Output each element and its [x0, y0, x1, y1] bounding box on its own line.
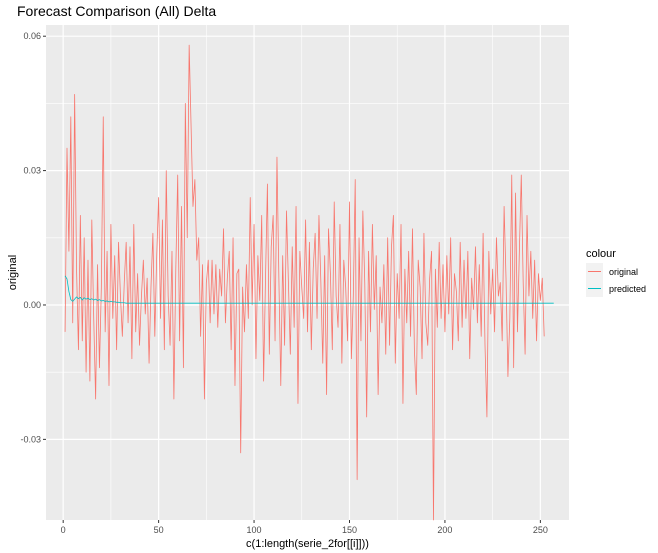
legend-label: original — [609, 267, 638, 277]
y-tick-label: 0.00 — [23, 300, 41, 310]
y-tick-labels: -0.03 0.00 0.03 0.06 — [20, 31, 41, 444]
x-tick-label: 50 — [154, 525, 164, 535]
x-tick-label: 0 — [61, 525, 66, 535]
y-tick-label: -0.03 — [20, 434, 41, 444]
legend-label: predicted — [609, 284, 646, 294]
x-axis-title: c(1:length(serie_2for[[i]])) — [246, 538, 369, 550]
x-tick-label: 150 — [342, 525, 357, 535]
y-tick-label: 0.03 — [23, 166, 41, 176]
y-tick-label: 0.06 — [23, 31, 41, 41]
series-line-original — [64, 44, 545, 521]
x-tick-labels: 0 50 100 150 200 250 — [61, 525, 548, 535]
minor-gridlines — [46, 25, 569, 520]
x-tick-label: 200 — [437, 525, 452, 535]
series-line-predicted — [64, 275, 554, 304]
series-layer — [64, 44, 554, 521]
major-gridlines — [46, 25, 569, 520]
chart-title: Forecast Comparison (All) Delta — [17, 3, 217, 19]
legend: colour original predicted — [586, 248, 646, 297]
x-tick-label: 250 — [533, 525, 548, 535]
y-axis-title: original — [7, 255, 19, 290]
axis-ticks — [43, 35, 541, 523]
x-tick-label: 100 — [247, 525, 262, 535]
legend-title: colour — [586, 248, 616, 260]
